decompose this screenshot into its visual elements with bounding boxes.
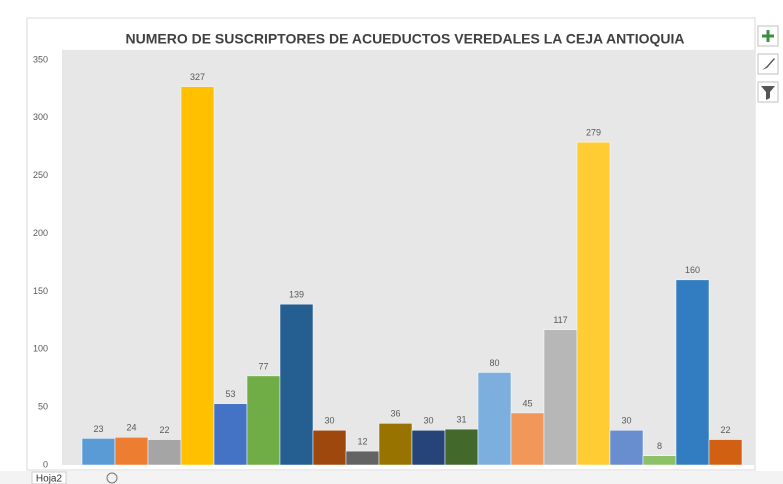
y-tick-label: 350 [33, 54, 48, 64]
y-tick-label: 200 [33, 228, 48, 238]
sheet-tab-label[interactable]: Hoja2 [36, 474, 63, 484]
bar [708, 439, 743, 466]
brush-icon [762, 58, 775, 70]
bar [609, 430, 644, 466]
data-label: 139 [289, 290, 304, 300]
bar [543, 329, 578, 466]
bar [213, 403, 248, 466]
bar [378, 423, 413, 466]
data-label: 77 [258, 361, 268, 371]
data-label: 8 [657, 441, 662, 451]
y-tick-label: 0 [43, 459, 48, 469]
bar [345, 450, 380, 466]
bar [642, 455, 677, 466]
bar [477, 372, 512, 466]
data-label: 22 [720, 425, 730, 435]
data-label: 12 [357, 436, 367, 446]
bar [411, 430, 446, 466]
data-label: 117 [553, 315, 567, 325]
plot-area [62, 50, 755, 465]
bar [147, 439, 182, 466]
bar [510, 412, 545, 466]
y-tick-label: 250 [33, 170, 48, 180]
bar [114, 436, 149, 466]
chart-title: NUMERO DE SUSCRIPTORES DE ACUEDUCTOS VER… [125, 31, 684, 47]
y-tick-label: 300 [33, 112, 48, 122]
bar [444, 428, 479, 466]
data-label: 24 [126, 423, 136, 433]
bar [246, 375, 281, 466]
plus-icon [762, 30, 774, 42]
data-label: 30 [423, 416, 433, 426]
data-label: 30 [621, 416, 631, 426]
chart-buttons[interactable] [757, 25, 779, 103]
bar [675, 279, 710, 466]
data-label: 160 [685, 265, 700, 275]
bar [312, 430, 347, 466]
data-label: 23 [93, 424, 103, 434]
data-label: 53 [225, 389, 235, 399]
y-tick-label: 150 [33, 286, 48, 296]
data-label: 45 [522, 398, 532, 408]
data-label: 36 [390, 409, 400, 419]
data-label: 22 [159, 425, 169, 435]
sheet-bar [0, 471, 783, 484]
bar [180, 86, 215, 466]
data-label: 31 [456, 415, 466, 425]
bar [81, 438, 116, 466]
data-label: 279 [586, 128, 601, 138]
data-label: 30 [324, 416, 334, 426]
data-label: 80 [489, 358, 499, 368]
bar [576, 141, 611, 466]
bar [279, 303, 314, 466]
y-tick-label: 50 [38, 402, 48, 412]
sheet-tab[interactable] [31, 471, 67, 484]
style-button[interactable] [757, 53, 779, 75]
add-sheet-button[interactable] [106, 472, 118, 484]
y-tick-label: 100 [33, 344, 48, 354]
filter-icon [761, 86, 775, 100]
data-label: 327 [190, 72, 205, 82]
